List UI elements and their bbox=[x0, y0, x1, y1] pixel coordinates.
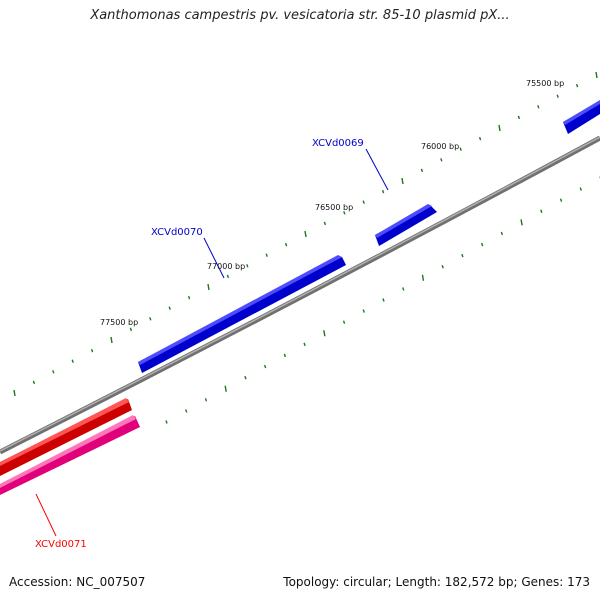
major-tick bbox=[304, 230, 307, 238]
minor-tick bbox=[500, 231, 504, 236]
minor-tick bbox=[559, 198, 563, 202]
minor-tick bbox=[579, 187, 582, 191]
minor-tick bbox=[480, 242, 484, 247]
gene-XCVd0070[interactable] bbox=[138, 255, 346, 373]
tick-label-77500: 77500 bp bbox=[100, 318, 138, 327]
major-tick bbox=[207, 283, 210, 291]
minor-tick bbox=[478, 136, 482, 141]
gene-XCVd0071-red[interactable] bbox=[0, 398, 132, 476]
major-tick bbox=[323, 330, 326, 337]
minor-tick bbox=[129, 327, 133, 332]
minor-tick bbox=[362, 309, 365, 313]
minor-tick bbox=[441, 265, 444, 269]
label-line-XCVd0070 bbox=[203, 237, 225, 279]
minor-tick bbox=[149, 317, 152, 321]
gene-XCVd0069[interactable] bbox=[375, 204, 437, 246]
major-tick bbox=[498, 124, 501, 132]
major-tick bbox=[224, 385, 227, 392]
minor-tick bbox=[420, 168, 424, 173]
gene-label-XCVd0069[interactable]: XCVd0069 bbox=[312, 138, 364, 149]
major-tick bbox=[110, 336, 113, 344]
minor-tick bbox=[517, 115, 521, 120]
major-tick bbox=[13, 389, 16, 397]
minor-tick bbox=[323, 221, 327, 226]
minor-tick bbox=[32, 380, 36, 385]
minor-tick bbox=[52, 370, 55, 374]
minor-tick bbox=[71, 359, 74, 363]
minor-tick bbox=[461, 253, 464, 258]
minor-tick bbox=[90, 348, 94, 353]
minor-tick bbox=[187, 295, 191, 300]
minor-tick bbox=[284, 242, 288, 247]
tick-label-76000: 76000 bp bbox=[421, 142, 459, 151]
minor-tick bbox=[381, 189, 385, 194]
accession-text: Accession: NC_007507 bbox=[9, 575, 146, 589]
minor-tick bbox=[382, 298, 385, 302]
minor-tick bbox=[402, 287, 405, 291]
major-tick bbox=[595, 71, 598, 79]
map-title: Xanthomonas campestris pv. vesicatoria s… bbox=[90, 8, 510, 23]
gene-XCVd0068[interactable] bbox=[563, 100, 600, 134]
gene-XCVd0071-pink[interactable] bbox=[0, 415, 140, 495]
minor-tick bbox=[185, 409, 188, 413]
minor-tick bbox=[263, 364, 267, 369]
backbone bbox=[0, 135, 600, 455]
minor-tick bbox=[303, 342, 306, 347]
outer-tick-ring bbox=[13, 71, 598, 397]
minor-tick bbox=[537, 105, 540, 109]
tick-label-77000: 77000 bp bbox=[207, 262, 245, 271]
gene-label-XCVd0071[interactable]: XCVd0071 bbox=[35, 539, 87, 550]
topology-summary: Topology: circular; Length: 182,572 bp; … bbox=[283, 575, 590, 589]
minor-tick bbox=[246, 264, 249, 268]
minor-tick bbox=[244, 375, 247, 380]
minor-tick bbox=[440, 158, 443, 162]
minor-tick bbox=[459, 147, 462, 151]
minor-tick bbox=[168, 306, 171, 310]
inner-tick-ring bbox=[165, 176, 600, 424]
label-line-XCVd0069 bbox=[365, 148, 389, 191]
minor-tick bbox=[556, 94, 559, 98]
major-tick bbox=[401, 177, 404, 185]
minor-tick bbox=[204, 398, 208, 402]
minor-tick bbox=[362, 200, 365, 204]
major-tick bbox=[421, 274, 425, 281]
label-line-XCVd0071 bbox=[35, 493, 57, 537]
minor-tick bbox=[575, 83, 579, 88]
minor-tick bbox=[165, 420, 168, 424]
minor-tick bbox=[342, 320, 346, 324]
minor-tick bbox=[265, 253, 268, 257]
gene-label-XCVd0070[interactable]: XCVd0070 bbox=[151, 227, 203, 238]
minor-tick bbox=[540, 209, 543, 213]
major-tick bbox=[520, 219, 523, 226]
minor-tick bbox=[343, 211, 346, 215]
tick-label-76500: 76500 bp bbox=[315, 203, 353, 212]
tick-label-75500: 75500 bp bbox=[526, 79, 564, 88]
minor-tick bbox=[226, 274, 230, 279]
minor-tick bbox=[283, 353, 287, 358]
